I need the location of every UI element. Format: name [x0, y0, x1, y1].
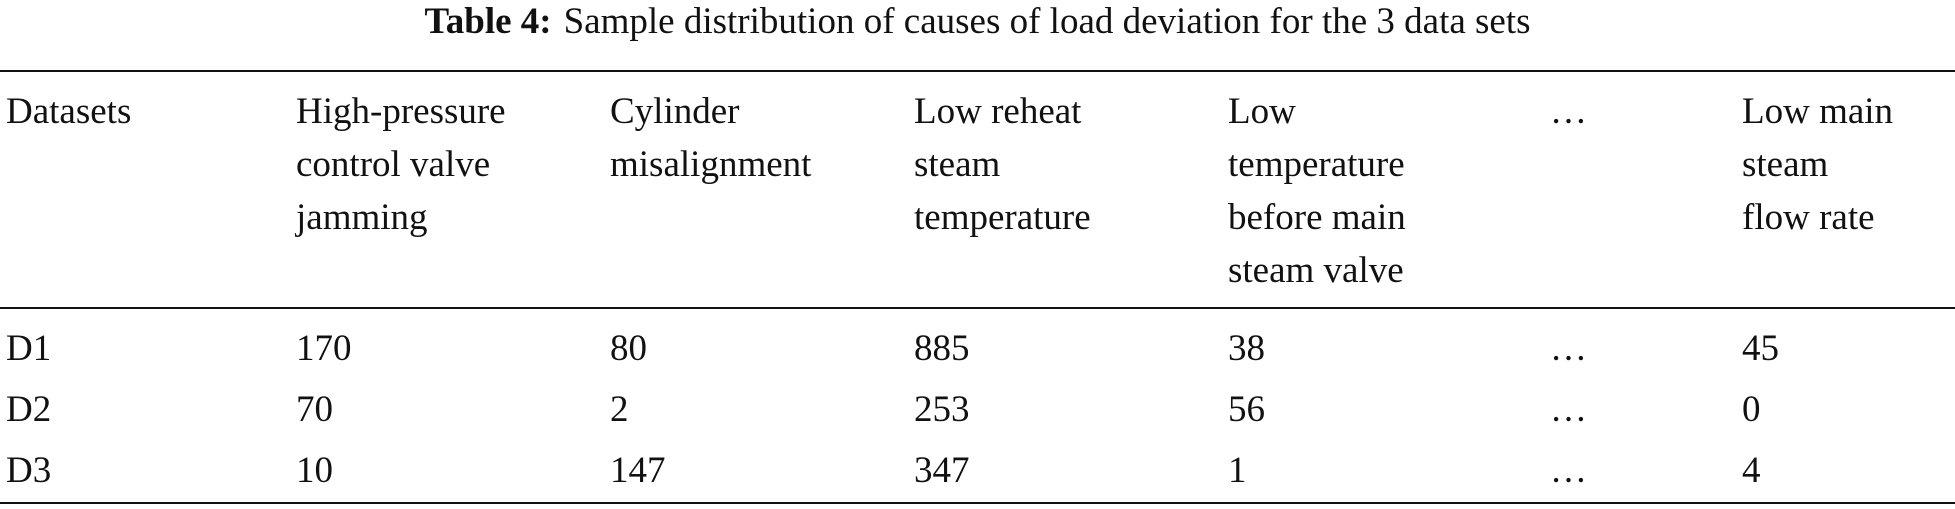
header-cell: flow rate — [1742, 197, 1875, 238]
table-cell: 347 — [914, 450, 970, 491]
bottom-rule — [0, 502, 1955, 504]
table-cell: D3 — [6, 450, 52, 491]
header-cell: temperature — [1228, 144, 1405, 185]
header-cell: Cylinder — [610, 91, 740, 132]
header-cell: control valve — [296, 144, 491, 185]
header-cell: steam — [914, 144, 1001, 185]
table-cell: 4 — [1742, 450, 1761, 491]
table-caption: Table 4: Sample distribution of causes of… — [0, 0, 1955, 44]
caption-label: Table 4: — [424, 1, 552, 42]
header-cell: Low — [1228, 91, 1296, 132]
header-cell: High-pressure — [296, 91, 506, 132]
table-cell: 45 — [1742, 328, 1779, 369]
table-cell: 885 — [914, 328, 970, 369]
caption-text: Sample distribution of causes of load de… — [563, 1, 1531, 42]
top-rule — [0, 70, 1955, 72]
table-cell: 80 — [610, 328, 647, 369]
table-cell: 1 — [1228, 450, 1247, 491]
header-cell: jamming — [296, 197, 428, 238]
table-cell: 147 — [610, 450, 666, 491]
table-cell: D2 — [6, 389, 52, 430]
table-cell: … — [1550, 389, 1587, 430]
table-cell: 10 — [296, 450, 333, 491]
header-cell: temperature — [914, 197, 1091, 238]
header-cell: steam — [1742, 144, 1829, 185]
table-cell: 70 — [296, 389, 333, 430]
header-cell: Low reheat — [914, 91, 1082, 132]
table-cell: 56 — [1228, 389, 1265, 430]
header-cell: … — [1550, 91, 1587, 132]
header-cell: misalignment — [610, 144, 812, 185]
header-cell: before main — [1228, 197, 1406, 238]
table-cell: … — [1550, 450, 1587, 491]
table-cell: … — [1550, 328, 1587, 369]
table-cell: 38 — [1228, 328, 1265, 369]
table-cell: 253 — [914, 389, 970, 430]
header-cell: Datasets — [6, 91, 132, 132]
header-cell: steam valve — [1228, 250, 1404, 291]
table-cell: D1 — [6, 328, 52, 369]
mid-rule — [0, 307, 1955, 309]
header-cell: Low main — [1742, 91, 1894, 132]
table-cell: 2 — [610, 389, 629, 430]
table-cell: 0 — [1742, 389, 1761, 430]
table-cell: 170 — [296, 328, 352, 369]
